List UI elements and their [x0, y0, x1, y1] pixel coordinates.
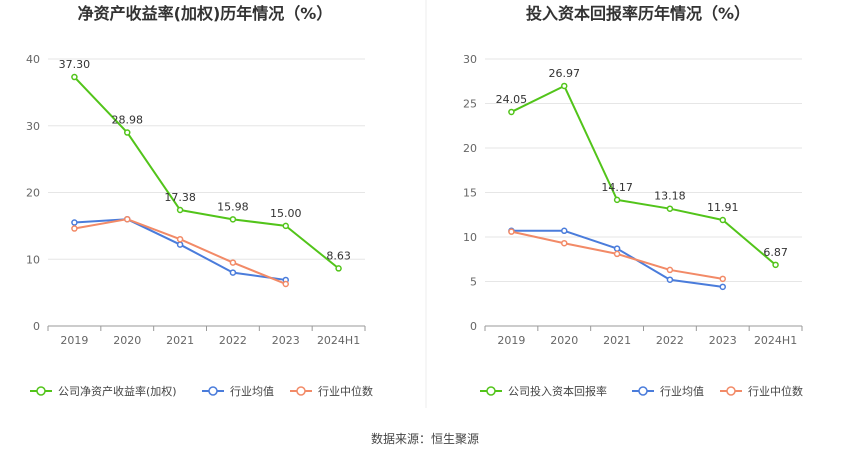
legend-marker-icon	[638, 386, 648, 396]
x-tick-label: 2024H1	[754, 334, 797, 347]
data-label: 26.97	[549, 67, 581, 80]
data-point	[561, 227, 568, 235]
legend-label: 行业均值	[660, 385, 704, 398]
data-point	[71, 73, 78, 81]
data-point	[772, 261, 779, 269]
data-point	[176, 235, 184, 243]
y-tick-label: 40	[26, 53, 40, 66]
series-line	[510, 84, 777, 266]
data-point	[282, 222, 289, 230]
data-point	[666, 276, 674, 283]
x-tick-label: 2021	[603, 334, 631, 347]
data-source: 数据来源：恒生聚源	[371, 431, 479, 446]
data-label: 37.30	[59, 58, 91, 71]
y-tick-label: 25	[463, 98, 477, 111]
legend-marker-icon	[208, 386, 218, 396]
data-point	[561, 82, 568, 90]
data-point	[719, 275, 726, 283]
x-tick-label: 2022	[219, 334, 247, 347]
x-tick-label: 2020	[113, 334, 141, 347]
chart-title: 投入资本回报率历年情况（%）	[526, 4, 750, 23]
y-tick-label: 0	[33, 320, 40, 333]
legend-marker-icon	[486, 386, 496, 396]
y-tick-label: 10	[463, 231, 477, 244]
data-point	[613, 250, 621, 258]
data-point	[282, 280, 289, 288]
data-point	[666, 205, 674, 212]
data-point	[229, 269, 237, 276]
data-point	[719, 216, 726, 224]
x-tick-label: 2024H1	[317, 334, 360, 347]
chart-title: 净资产收益率(加权)历年情况（%）	[78, 4, 333, 23]
y-tick-label: 0	[470, 320, 477, 333]
data-label: 15.00	[270, 207, 302, 220]
data-label: 11.91	[707, 201, 739, 214]
y-tick-label: 30	[26, 120, 40, 133]
legend-label: 行业中位数	[748, 384, 803, 398]
y-tick-label: 15	[463, 187, 477, 200]
data-point	[124, 129, 131, 136]
data-point	[176, 206, 184, 214]
y-tick-label: 30	[463, 53, 477, 66]
legend-label: 行业均值	[230, 385, 274, 398]
data-point	[335, 265, 342, 272]
legend-label: 行业中位数	[318, 384, 373, 398]
y-tick-label: 20	[26, 187, 40, 200]
data-point	[508, 228, 515, 235]
data-point	[229, 216, 237, 223]
series-line	[74, 218, 287, 285]
data-point	[229, 259, 237, 266]
x-tick-label: 2023	[709, 334, 737, 347]
x-tick-label: 2020	[550, 334, 578, 347]
x-tick-label: 2021	[166, 334, 194, 347]
data-point	[176, 241, 184, 248]
legend-marker-icon	[36, 386, 46, 396]
data-point	[666, 266, 674, 274]
data-point	[71, 219, 78, 226]
x-tick-label: 2019	[60, 334, 88, 347]
data-point	[719, 283, 726, 291]
data-label: 15.98	[217, 200, 249, 213]
data-label: 24.05	[496, 93, 528, 106]
y-tick-label: 10	[26, 253, 40, 266]
legend-marker-icon	[296, 386, 306, 396]
series-line	[73, 76, 340, 270]
y-tick-label: 20	[463, 142, 477, 155]
legend-marker-icon	[726, 386, 736, 396]
x-tick-label: 2023	[272, 334, 300, 347]
data-point	[508, 108, 515, 116]
data-label: 17.38	[164, 191, 196, 204]
x-tick-label: 2019	[497, 334, 525, 347]
data-label: 6.87	[763, 246, 788, 259]
x-tick-label: 2022	[656, 334, 684, 347]
data-point	[71, 225, 78, 232]
data-point	[613, 245, 621, 252]
legend-label: 公司净资产收益率(加权)	[58, 384, 177, 398]
data-point	[124, 215, 131, 223]
legend-label: 公司投入资本回报率	[508, 384, 607, 398]
data-label: 13.18	[654, 190, 686, 203]
data-point	[561, 239, 568, 247]
y-tick-label: 5	[470, 276, 477, 289]
data-label: 14.17	[601, 181, 633, 194]
data-label: 8.63	[326, 249, 351, 262]
data-label: 28.98	[112, 114, 144, 127]
data-point	[613, 196, 621, 204]
